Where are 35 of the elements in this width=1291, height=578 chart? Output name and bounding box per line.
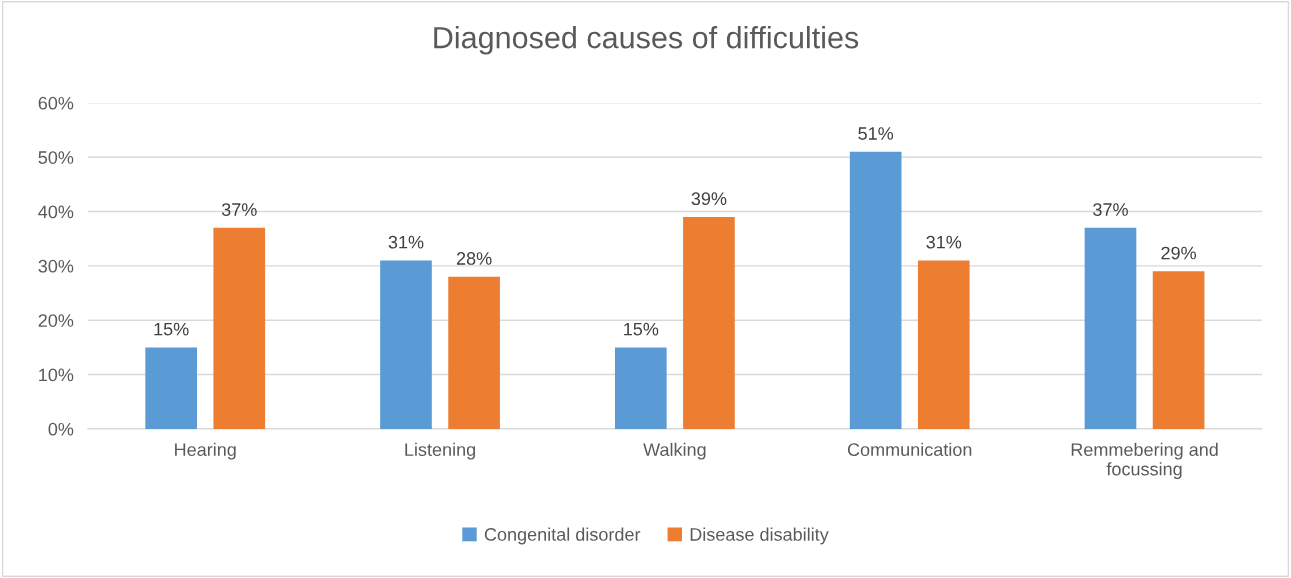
x-tick-label: Listening	[405, 442, 476, 460]
bar	[1084, 227, 1137, 429]
bar	[145, 347, 197, 429]
legend-label: Congenital disorder	[484, 527, 641, 545]
bar	[380, 260, 432, 429]
bar	[917, 260, 970, 429]
x-tick-label: Hearing	[175, 442, 236, 460]
data-label: 31%	[388, 235, 424, 249]
data-label: 28%	[456, 252, 492, 265]
bar	[1152, 271, 1205, 429]
data-label: 37%	[1093, 203, 1128, 216]
bar	[448, 276, 500, 429]
y-tick-label: 30%	[38, 259, 74, 273]
data-label: 15%	[624, 322, 659, 336]
x-tick-label: Walking	[643, 442, 706, 460]
y-tick-label: 0%	[48, 422, 74, 436]
data-label: 51%	[858, 127, 894, 140]
y-tick-label: 20%	[38, 314, 74, 327]
y-tick-label: 10%	[39, 368, 74, 382]
y-tick-label: 50%	[38, 151, 74, 164]
x-tick-label: Remmebering and focussing	[1071, 442, 1218, 480]
data-label: 29%	[1161, 246, 1197, 260]
data-label: 15%	[154, 322, 189, 336]
legend-label: Disease disability	[690, 527, 829, 545]
bar	[213, 227, 266, 429]
chart-title: Diagnosed causes of difficulties	[434, 26, 859, 55]
data-label: 31%	[926, 235, 962, 249]
data-label: 39%	[691, 192, 727, 206]
bar	[614, 347, 667, 429]
bar	[849, 151, 902, 429]
bar	[683, 216, 735, 429]
y-tick-label: 60%	[38, 96, 74, 110]
y-tick-label: 40%	[38, 205, 74, 219]
x-tick-label: Communication	[847, 442, 972, 457]
data-label: 37%	[221, 203, 257, 216]
